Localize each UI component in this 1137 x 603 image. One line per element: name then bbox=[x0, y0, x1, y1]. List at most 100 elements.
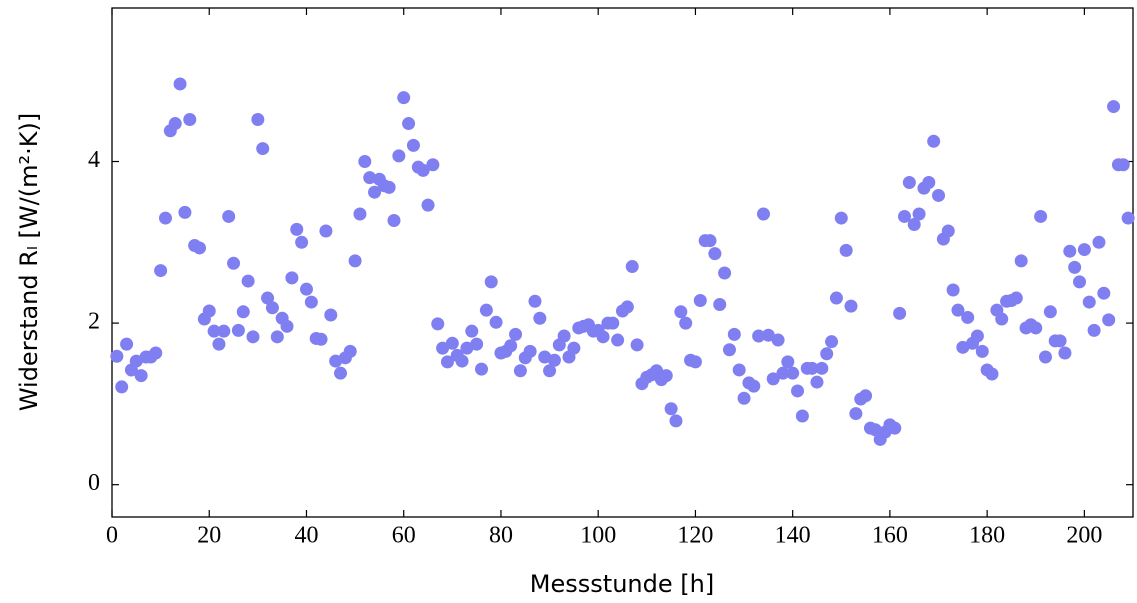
plot-frame bbox=[111, 7, 1134, 518]
point bbox=[703, 234, 717, 248]
point bbox=[343, 344, 357, 358]
point bbox=[791, 384, 805, 398]
point bbox=[470, 337, 484, 351]
x-tick-label: 40 bbox=[294, 523, 318, 549]
point bbox=[927, 134, 941, 148]
point bbox=[756, 207, 770, 221]
point bbox=[334, 366, 348, 380]
point bbox=[368, 185, 382, 199]
point bbox=[902, 176, 916, 190]
point bbox=[1102, 313, 1116, 327]
point bbox=[795, 409, 809, 423]
point bbox=[1014, 254, 1028, 268]
point bbox=[460, 341, 474, 355]
point bbox=[669, 414, 683, 428]
point bbox=[290, 222, 304, 236]
point bbox=[907, 218, 921, 232]
point bbox=[737, 391, 751, 405]
point bbox=[183, 112, 197, 126]
point bbox=[246, 330, 260, 344]
point bbox=[985, 367, 999, 381]
x-tick-label: 120 bbox=[677, 523, 713, 549]
point bbox=[708, 247, 722, 261]
point bbox=[513, 364, 527, 378]
point bbox=[951, 303, 965, 317]
point bbox=[431, 317, 445, 331]
point bbox=[1038, 350, 1052, 364]
point bbox=[406, 138, 420, 152]
point bbox=[261, 291, 275, 305]
point bbox=[688, 355, 702, 369]
point bbox=[1043, 305, 1057, 319]
point bbox=[319, 224, 333, 238]
point bbox=[718, 266, 732, 280]
point bbox=[304, 295, 318, 309]
point bbox=[820, 347, 834, 361]
point bbox=[193, 241, 207, 255]
point bbox=[236, 305, 250, 319]
point bbox=[1077, 243, 1091, 257]
point bbox=[693, 293, 707, 307]
x-tick-label: 100 bbox=[580, 523, 616, 549]
point bbox=[212, 337, 226, 351]
point bbox=[557, 329, 571, 343]
point bbox=[397, 91, 411, 105]
point bbox=[606, 316, 620, 330]
point bbox=[353, 207, 367, 221]
point bbox=[178, 205, 192, 219]
point bbox=[455, 354, 469, 368]
point bbox=[1073, 275, 1087, 289]
point bbox=[781, 355, 795, 369]
point bbox=[888, 421, 902, 435]
point bbox=[489, 315, 503, 329]
point bbox=[173, 77, 187, 91]
point bbox=[348, 254, 362, 268]
point bbox=[504, 339, 518, 353]
point bbox=[849, 407, 863, 421]
point bbox=[810, 375, 824, 389]
point bbox=[893, 306, 907, 320]
point bbox=[1009, 291, 1023, 305]
point bbox=[747, 379, 761, 393]
point bbox=[1121, 211, 1135, 225]
point bbox=[402, 117, 416, 131]
point bbox=[932, 188, 946, 202]
point bbox=[543, 364, 557, 378]
point bbox=[231, 323, 245, 337]
point bbox=[625, 260, 639, 274]
point bbox=[285, 271, 299, 285]
point bbox=[387, 213, 401, 227]
point bbox=[523, 344, 537, 358]
point bbox=[1058, 346, 1072, 360]
point bbox=[946, 283, 960, 297]
point bbox=[256, 142, 270, 156]
point bbox=[859, 389, 873, 403]
point bbox=[771, 333, 785, 347]
point bbox=[149, 346, 163, 360]
point bbox=[465, 324, 479, 338]
y-axis-label: Widerstand Rₗ [W/(m²·K)] bbox=[15, 113, 43, 411]
point bbox=[912, 207, 926, 221]
point bbox=[421, 198, 435, 212]
point bbox=[1029, 321, 1043, 335]
point bbox=[202, 304, 216, 318]
point bbox=[679, 316, 693, 330]
x-tick-label: 0 bbox=[106, 523, 118, 549]
point bbox=[154, 264, 168, 278]
point bbox=[207, 324, 221, 338]
point bbox=[674, 305, 688, 319]
point bbox=[426, 158, 440, 172]
x-tick-label: 160 bbox=[872, 523, 908, 549]
point bbox=[1097, 286, 1111, 300]
point bbox=[975, 344, 989, 358]
point bbox=[970, 329, 984, 343]
point bbox=[533, 311, 547, 325]
point bbox=[363, 171, 377, 185]
point bbox=[1087, 323, 1101, 337]
point bbox=[158, 211, 172, 225]
point bbox=[299, 282, 313, 296]
point bbox=[1107, 100, 1121, 114]
point bbox=[766, 372, 780, 386]
point bbox=[834, 211, 848, 225]
